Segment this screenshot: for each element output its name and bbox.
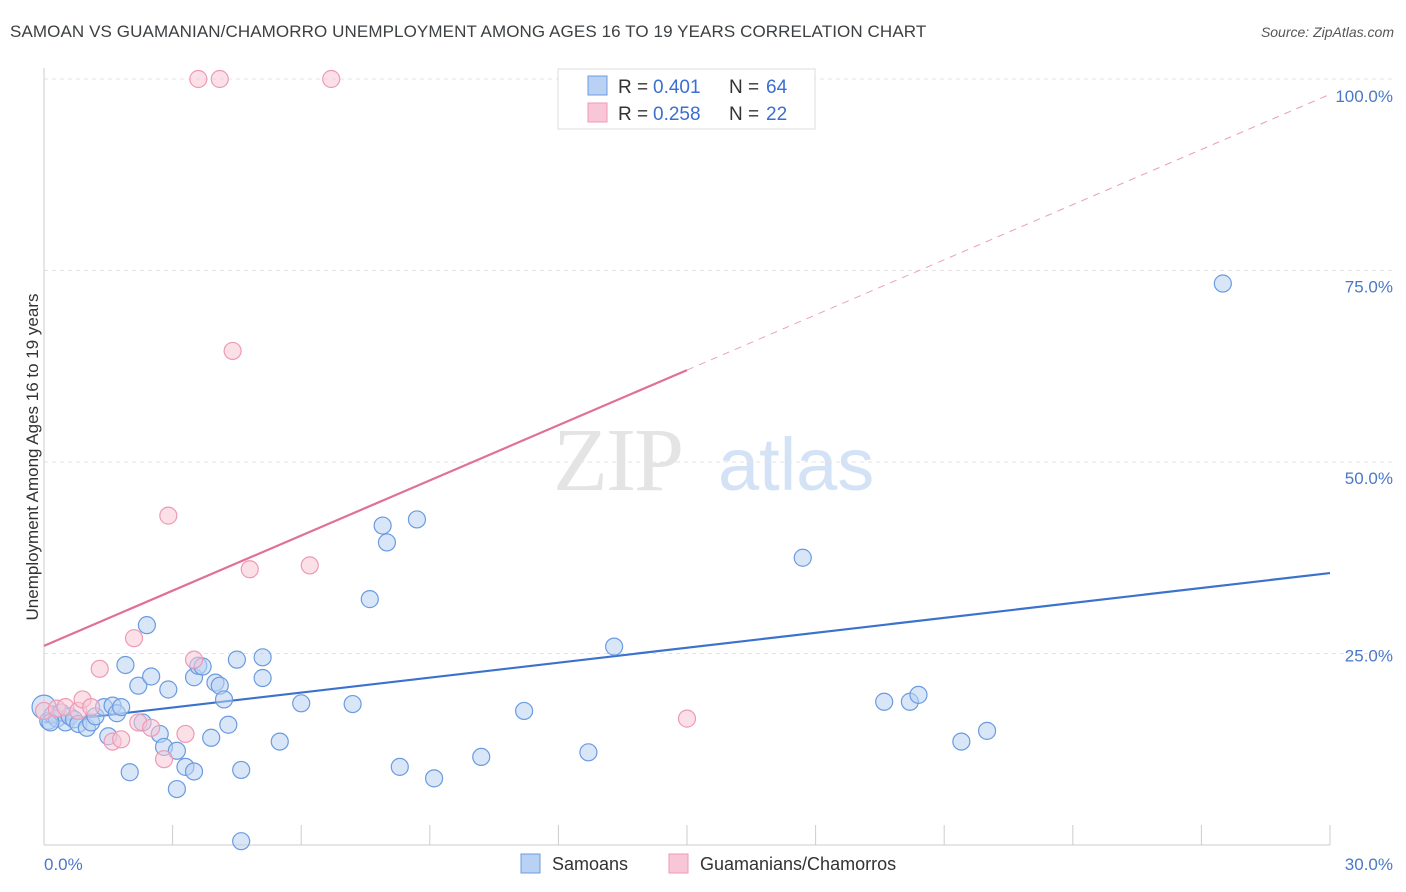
source-label: Source: ZipAtlas.com [1260, 24, 1394, 40]
guamanian-point-15 [184, 650, 204, 669]
samoan-point-22 [142, 667, 161, 686]
bottom-legend-swatch-samoans [520, 853, 541, 874]
guamanian-point-9 [124, 629, 144, 648]
samoan-point-42 [253, 648, 272, 667]
samoan-point-46 [360, 590, 379, 609]
guamanian-point-13 [159, 506, 178, 525]
bottom-legend-label-guamanians: Guamanians/Chamorros [700, 854, 896, 874]
samoan-point-56 [793, 548, 812, 567]
samoan-point-18 [120, 763, 139, 782]
samoan-point-52 [472, 747, 491, 767]
guamanian-point-5 [82, 698, 101, 717]
guamanian-point-20 [300, 556, 319, 575]
guamanian-point-22 [677, 709, 697, 728]
guamanian-point-12 [154, 750, 174, 769]
samoan-point-27 [167, 779, 186, 799]
x-tick-label-left: 0.0% [44, 855, 83, 874]
watermark-zip: ZIP [553, 411, 682, 510]
y-axis-label: Unemployment Among Ages 16 to 19 years [23, 294, 42, 621]
trend-line-1 [43, 369, 688, 647]
trend-line-0 [43, 571, 1331, 724]
samoan-point-36 [214, 690, 234, 709]
axes [43, 68, 1331, 846]
watermark-atlas: atlas [718, 423, 874, 506]
y-tick-label-1: 50.0% [1345, 469, 1393, 488]
samoan-point-26 [167, 741, 186, 760]
samoan-point-62 [1213, 274, 1232, 293]
samoan-point-29 [184, 762, 204, 781]
samoan-point-61 [977, 721, 997, 740]
samoan-point-47 [373, 516, 392, 535]
samoan-point-19 [129, 676, 148, 695]
samoan-point-50 [407, 510, 427, 529]
samoan-point-25 [159, 680, 178, 699]
bottom-legend-label-samoans: Samoans [552, 854, 628, 874]
legend-n-value-1: 64 [766, 77, 788, 98]
correlation-legend: R = 0.401 N = 64 R = 0.258 N = 22 [557, 68, 816, 130]
series-legend: Samoans Guamanians/Chamorros [520, 853, 896, 874]
guamanian-point-21 [322, 69, 341, 89]
samoan-point-51 [424, 769, 444, 788]
trend-lines [43, 93, 1331, 724]
samoan-point-40 [232, 832, 251, 851]
bottom-legend-swatch-guamanians [668, 853, 689, 874]
samoan-point-16 [112, 698, 131, 717]
guamanian-point-6 [90, 659, 109, 678]
guamanian-point-19 [240, 560, 259, 579]
legend-n-value-2: 22 [766, 104, 787, 125]
samoan-point-43 [270, 732, 289, 751]
samoan-point-17 [116, 655, 135, 675]
samoan-point-57 [875, 692, 894, 711]
samoan-point-21 [137, 616, 156, 635]
y-tick-label-2: 75.0% [1345, 278, 1393, 297]
y-tick-label-3: 100.0% [1335, 87, 1393, 106]
guamanian-point-8 [112, 730, 131, 749]
samoan-point-60 [952, 732, 971, 751]
samoan-point-39 [232, 760, 251, 780]
samoan-point-59 [909, 685, 928, 704]
trend-line-extension-1 [686, 93, 1331, 371]
samoan-point-48 [377, 533, 397, 552]
y-tick-label-0: 25.0% [1345, 647, 1393, 666]
samoan-point-54 [579, 743, 598, 762]
samoan-point-44 [292, 694, 311, 713]
samoan-point-33 [202, 728, 221, 747]
data-points [31, 69, 1232, 851]
legend-swatch-guamanians [587, 102, 608, 123]
y-tick-labels: 25.0% 50.0% 75.0% 100.0% [1335, 87, 1393, 666]
legend-n-label-2: N = [729, 104, 759, 125]
guamanian-point-18 [223, 341, 242, 361]
samoan-point-45 [343, 694, 362, 714]
guamanian-point-11 [142, 718, 161, 737]
samoan-point-49 [390, 757, 409, 776]
legend-r-value-1: 0.401 [653, 77, 701, 98]
samoan-point-55 [605, 637, 624, 656]
legend-r-label-1: R = [618, 77, 648, 98]
x-tick-label-right: 30.0% [1345, 855, 1393, 874]
samoan-point-41 [253, 668, 272, 688]
legend-swatch-samoans [587, 75, 608, 96]
legend-r-label-2: R = [618, 104, 648, 125]
samoan-point-53 [515, 701, 534, 721]
guamanian-point-17 [210, 69, 229, 89]
legend-n-label-1: N = [729, 77, 759, 98]
legend-r-value-2: 0.258 [653, 104, 701, 125]
guamanian-point-14 [176, 724, 195, 744]
samoan-point-37 [219, 715, 238, 734]
chart-title: SAMOAN VS GUAMANIAN/CHAMORRO UNEMPLOYMEN… [10, 22, 927, 41]
samoan-point-38 [227, 650, 246, 669]
guamanian-point-16 [189, 69, 208, 89]
